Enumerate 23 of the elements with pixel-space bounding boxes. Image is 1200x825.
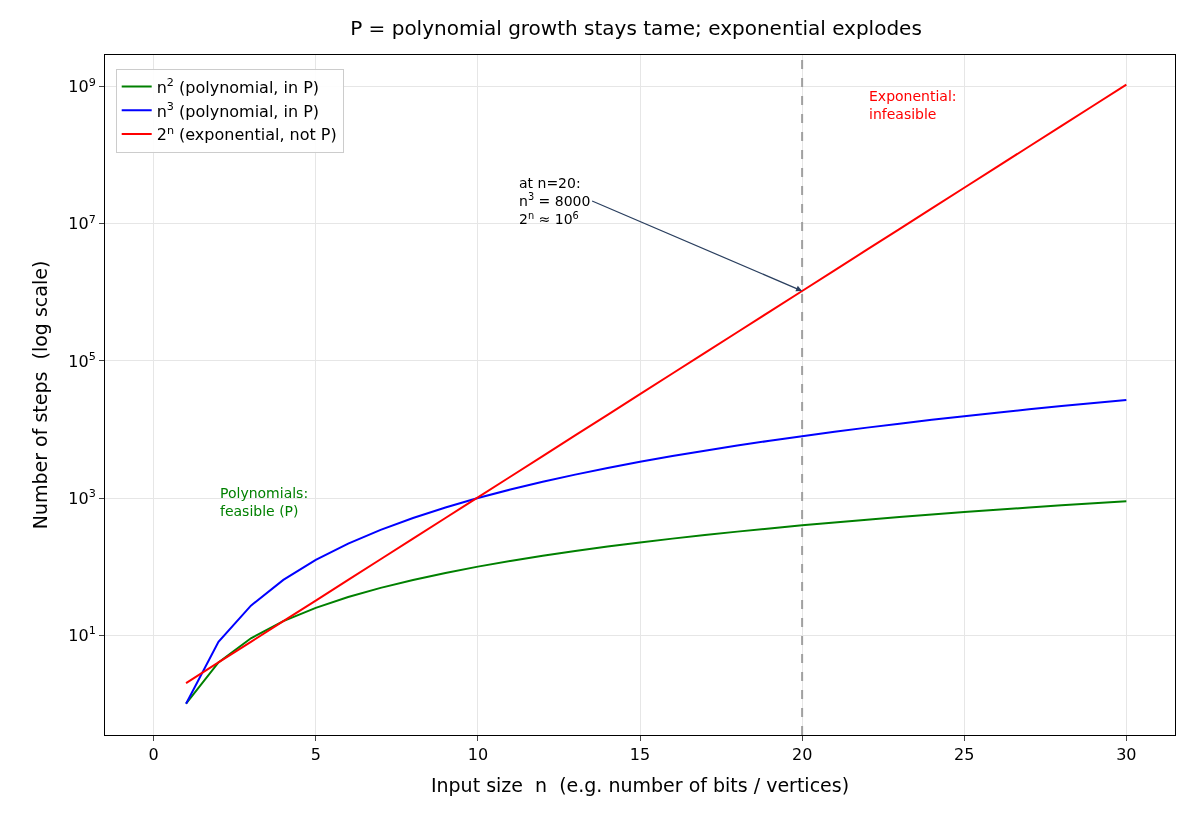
legend-label: n$^{3}$ (polynomial, in P) xyxy=(156,99,320,121)
x-tick-label: 5 xyxy=(310,745,321,765)
y-tick-label: 10$^{7}$ xyxy=(68,212,96,234)
legend-label: 2$^{n}$ (exponential, not P) xyxy=(156,123,337,145)
y-tick-label: 10$^{3}$ xyxy=(68,486,96,508)
x-tick-label: 25 xyxy=(954,745,975,765)
x-tick-label: 0 xyxy=(148,745,159,765)
y-axis-title: Number of steps (log scale) xyxy=(29,260,52,530)
legend-label: n$^{2}$ (polynomial, in P) xyxy=(156,76,320,97)
x-tick-label: 15 xyxy=(629,745,651,765)
x-tick-label: 20 xyxy=(791,745,813,765)
x-tick-label: 30 xyxy=(1116,745,1137,765)
x-axis-title: Input size n (e.g. number of bits / vertices) xyxy=(430,774,850,796)
line-series xyxy=(185,398,1128,705)
y-tick-label: 10$^{9}$ xyxy=(68,75,96,97)
annotation: Polynomials: feasible (P) xyxy=(220,485,309,520)
annotation: at n=20: n$^{3}$ = 8000 2$^{n}$ ≈ 10$^{6}$ xyxy=(519,175,591,228)
y-tick-label: 10$^{5}$ xyxy=(68,349,96,371)
annotation: Exponential: infeasible xyxy=(869,88,957,123)
y-tick-label: 10$^{1}$ xyxy=(68,624,96,645)
x-tick-label: 10 xyxy=(467,745,489,765)
line-series xyxy=(185,500,1128,705)
chart-title: P = polynomial growth stays tame; exponential explodes xyxy=(350,15,922,40)
